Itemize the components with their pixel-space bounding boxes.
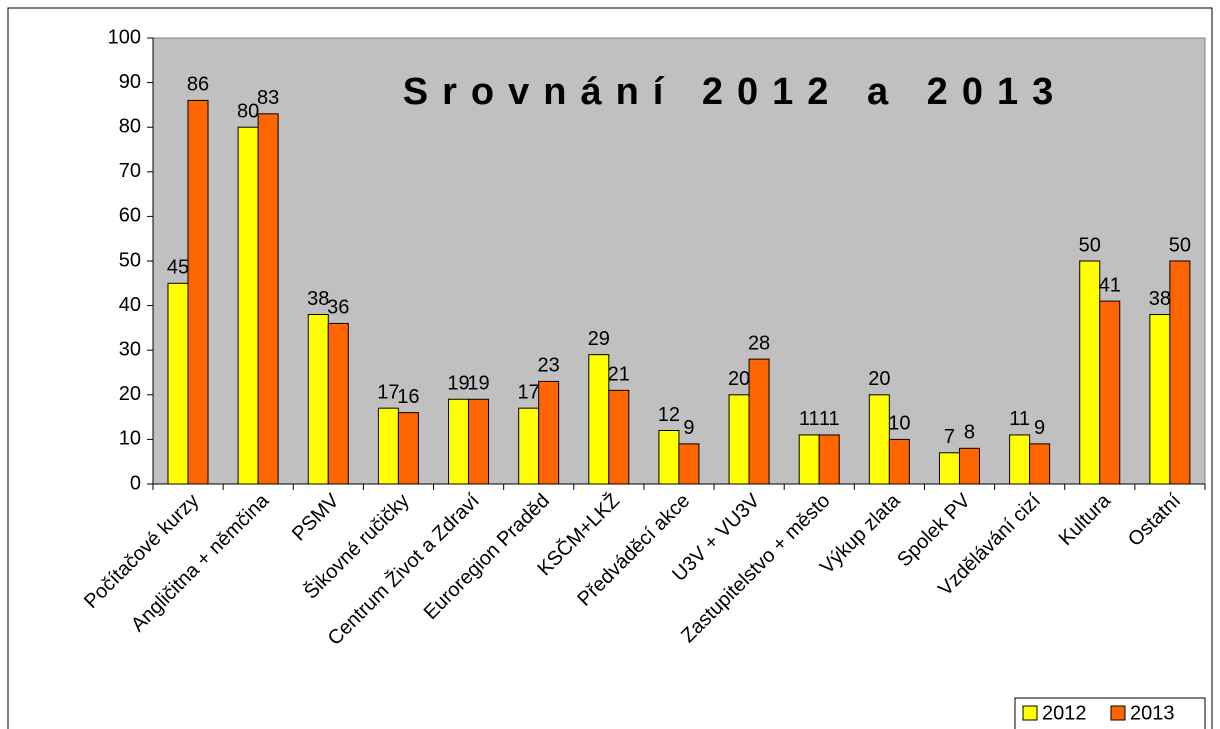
legend-swatch (1110, 705, 1126, 721)
data-label: 38 (1149, 288, 1171, 310)
bar (1149, 314, 1171, 485)
bar (237, 126, 259, 485)
y-tick-label: 60 (119, 205, 141, 227)
data-label: 11 (819, 408, 840, 430)
data-label: 19 (467, 373, 489, 395)
y-tick-label: 40 (119, 294, 141, 316)
data-label: 50 (1169, 234, 1191, 256)
bar (518, 407, 540, 485)
bar (1079, 260, 1101, 485)
data-label: 36 (327, 297, 349, 319)
bar (377, 407, 399, 485)
bar (1029, 443, 1051, 485)
data-label: 11 (799, 408, 820, 430)
y-tick-label: 50 (119, 249, 141, 271)
data-label: 41 (1099, 274, 1121, 296)
bar (538, 380, 560, 485)
bar (1009, 434, 1031, 485)
bar (397, 412, 419, 485)
bar (167, 282, 189, 485)
bar (958, 447, 980, 485)
y-tick-label: 80 (119, 115, 141, 137)
bar (187, 99, 209, 485)
data-label: 83 (257, 87, 279, 109)
bar (588, 354, 610, 485)
data-label: 8 (964, 422, 975, 444)
data-label: 86 (187, 74, 209, 96)
data-label: 38 (307, 288, 329, 310)
bar (658, 429, 680, 485)
bar (468, 398, 490, 485)
bar (257, 113, 279, 485)
bar (938, 452, 960, 485)
data-label: 45 (167, 257, 189, 279)
legend-label: 2012 (1042, 702, 1087, 724)
bar (798, 434, 820, 485)
y-tick-label: 20 (119, 383, 141, 405)
bar (448, 398, 470, 485)
data-label: 23 (538, 355, 560, 377)
chart-title: Srovnání 2012 a 2013 (403, 71, 1067, 113)
data-label: 9 (683, 417, 694, 439)
bar (888, 438, 910, 485)
x-tick-label: Ostatní (1124, 489, 1185, 550)
bar (868, 394, 890, 485)
data-label: 80 (237, 100, 259, 122)
x-tick-label: PSMV (288, 489, 344, 545)
x-tick-label: Kultura (1055, 489, 1116, 550)
data-label: 28 (748, 332, 770, 354)
bar (748, 358, 770, 485)
y-tick-label: 0 (130, 472, 141, 494)
x-tick-label: Euroregion Praděd (420, 490, 554, 624)
data-label: 20 (728, 368, 750, 390)
legend-box (1014, 697, 1206, 729)
bar (1169, 260, 1191, 485)
data-label: 12 (658, 404, 680, 426)
data-label: 17 (518, 381, 540, 403)
data-label: 9 (1034, 417, 1045, 439)
data-label: 21 (608, 364, 630, 386)
data-label: 17 (377, 381, 399, 403)
data-label: 50 (1079, 234, 1101, 256)
y-tick-label: 10 (119, 428, 141, 450)
y-tick-label: 100 (108, 26, 141, 48)
bar (327, 322, 349, 485)
data-label: 7 (944, 426, 955, 448)
frame (7, 7, 1213, 729)
data-label: 20 (868, 368, 890, 390)
bar (678, 443, 700, 485)
y-tick-label: 70 (119, 160, 141, 182)
x-tick-label: Počítačové kurzy (80, 490, 203, 613)
bar (307, 314, 329, 485)
bar (608, 389, 630, 485)
data-label: 10 (888, 413, 910, 435)
data-label: 16 (397, 386, 419, 408)
data-label: 11 (1009, 408, 1030, 430)
y-tick-label: 30 (119, 338, 141, 360)
y-tick-label: 90 (119, 71, 141, 93)
data-label: 19 (447, 373, 469, 395)
bar (818, 434, 840, 485)
legend-swatch (1022, 705, 1038, 721)
data-label: 29 (588, 328, 610, 350)
bar (728, 394, 750, 485)
x-tick-label: Angličitna + němčina (127, 489, 274, 636)
legend-label: 2013 (1130, 702, 1175, 724)
bar (1099, 300, 1121, 485)
